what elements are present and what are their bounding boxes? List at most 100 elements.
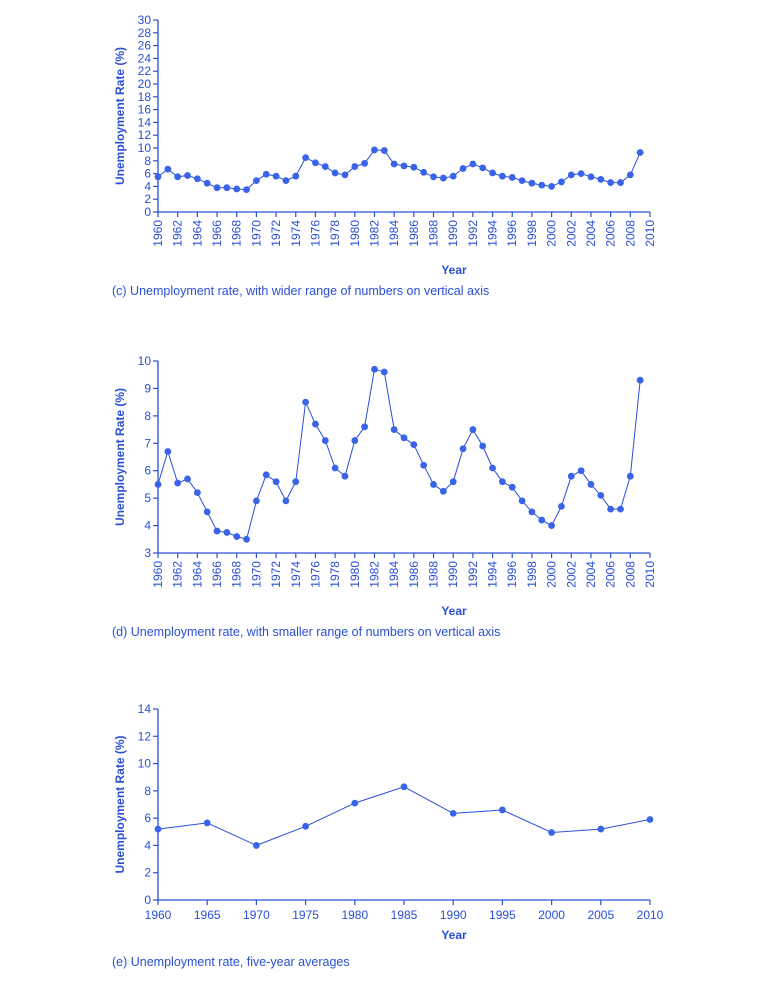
y-axis-title: Unemployment Rate (%) — [113, 388, 127, 526]
y-tick-label: 14 — [138, 115, 152, 129]
data-point — [410, 163, 418, 171]
data-point — [410, 441, 418, 449]
chart-d-plot: 3 4 5 6 7 8 9 10 1960 1962 1964 1966 1968 1970 1972 197… — [113, 354, 657, 618]
y-tick-label: 8 — [144, 784, 151, 798]
data-point — [538, 181, 546, 189]
data-point — [439, 174, 447, 182]
data-point — [400, 162, 408, 170]
x-tick-label: 1962 — [171, 220, 185, 247]
x-tick-label: 2004 — [584, 220, 598, 247]
x-tick-label: 1970 — [249, 220, 263, 247]
data-point — [390, 160, 398, 168]
x-tick-label: 1996 — [505, 220, 519, 247]
data-point — [518, 497, 526, 505]
chart-c: 0 2 4 6 8 10 12 14 16 18 20 22 24 26 28 30 1960 1962 1964 1… — [0, 0, 780, 285]
y-axis-title: Unemployment Rate (%) — [113, 735, 127, 873]
x-tick-label: 2000 — [545, 220, 559, 247]
x-tick-label: 1998 — [525, 220, 539, 247]
data-point — [262, 170, 270, 178]
x-tick-label: 1982 — [367, 561, 381, 588]
chart-e-caption: (e) Unemployment rate, five-year average… — [112, 955, 350, 969]
data-point — [282, 497, 290, 505]
y-tick-label: 4 — [144, 838, 151, 852]
x-tick-label: 1968 — [230, 561, 244, 588]
data-point — [203, 179, 211, 187]
data-point — [597, 175, 605, 183]
x-tick-label: 1978 — [328, 220, 342, 247]
y-tick-label: 24 — [138, 51, 152, 65]
data-point — [243, 186, 250, 194]
data-point — [371, 146, 378, 154]
series-line — [157, 149, 641, 191]
x-tick-label: 1998 — [525, 561, 539, 588]
data-point — [538, 516, 546, 524]
data-point — [607, 505, 615, 513]
data-point — [617, 179, 624, 186]
data-point — [567, 171, 575, 179]
x-tick-label: 1974 — [289, 220, 303, 247]
data-point — [597, 825, 605, 833]
x-tick-label: 2002 — [564, 220, 578, 247]
y-tick-label: 22 — [138, 64, 152, 78]
data-point — [312, 159, 319, 167]
data-point — [272, 478, 280, 486]
x-tick-label: 1992 — [466, 561, 480, 588]
data-point — [193, 175, 201, 183]
data-point — [351, 799, 359, 807]
data-point — [587, 481, 595, 488]
y-tick-label: 30 — [138, 13, 152, 27]
data-point — [253, 842, 260, 849]
x-tick-label: 1960 — [145, 908, 172, 922]
x-tick-label: 2004 — [584, 561, 598, 588]
y-tick-label: 18 — [138, 90, 152, 104]
x-tick-label: 1960 — [151, 561, 165, 588]
series-line — [157, 786, 651, 846]
data-point — [430, 173, 437, 181]
data-point — [597, 492, 605, 499]
data-point — [243, 535, 250, 543]
y-tick-label: 10 — [138, 757, 152, 771]
x-tick-label: 1966 — [210, 561, 224, 588]
y-tick-label: 6 — [144, 464, 151, 478]
data-point — [479, 442, 487, 450]
chart-c-caption: (c) Unemployment rate, with wider range … — [112, 284, 490, 298]
y-tick-label: 0 — [144, 205, 151, 219]
data-point — [282, 177, 290, 185]
data-point — [577, 170, 585, 178]
data-point — [174, 479, 182, 487]
data-point — [636, 149, 644, 156]
data-point — [253, 497, 260, 505]
data-point — [380, 147, 388, 154]
data-point — [193, 489, 201, 497]
data-point — [558, 178, 565, 186]
x-tick-label: 1994 — [486, 220, 500, 247]
data-point — [174, 173, 182, 181]
x-tick-label: 1986 — [407, 220, 421, 247]
data-point — [587, 173, 595, 181]
data-point — [154, 481, 162, 488]
x-tick-label: 1972 — [269, 220, 283, 247]
y-tick-label: 9 — [144, 381, 151, 395]
x-tick-label: 1978 — [328, 561, 342, 588]
x-tick-label: 1984 — [387, 220, 401, 247]
data-point — [184, 475, 191, 483]
data-point — [626, 171, 634, 179]
x-axis-title: Year — [441, 263, 467, 277]
y-tick-label: 4 — [144, 519, 151, 533]
x-tick-label: 1980 — [348, 561, 362, 588]
x-tick-label: 1972 — [269, 561, 283, 588]
data-point — [548, 522, 555, 529]
x-tick-label: 2008 — [623, 220, 637, 247]
x-tick-label: 1975 — [292, 908, 319, 922]
y-tick-label: 2 — [144, 866, 151, 880]
series-line — [157, 368, 641, 540]
data-point — [459, 165, 467, 172]
data-point — [292, 478, 300, 486]
data-point — [154, 825, 162, 833]
x-tick-label: 2000 — [538, 908, 565, 922]
data-point — [312, 420, 319, 428]
data-point — [371, 365, 378, 373]
data-point — [361, 159, 369, 167]
x-tick-label: 1980 — [341, 908, 368, 922]
